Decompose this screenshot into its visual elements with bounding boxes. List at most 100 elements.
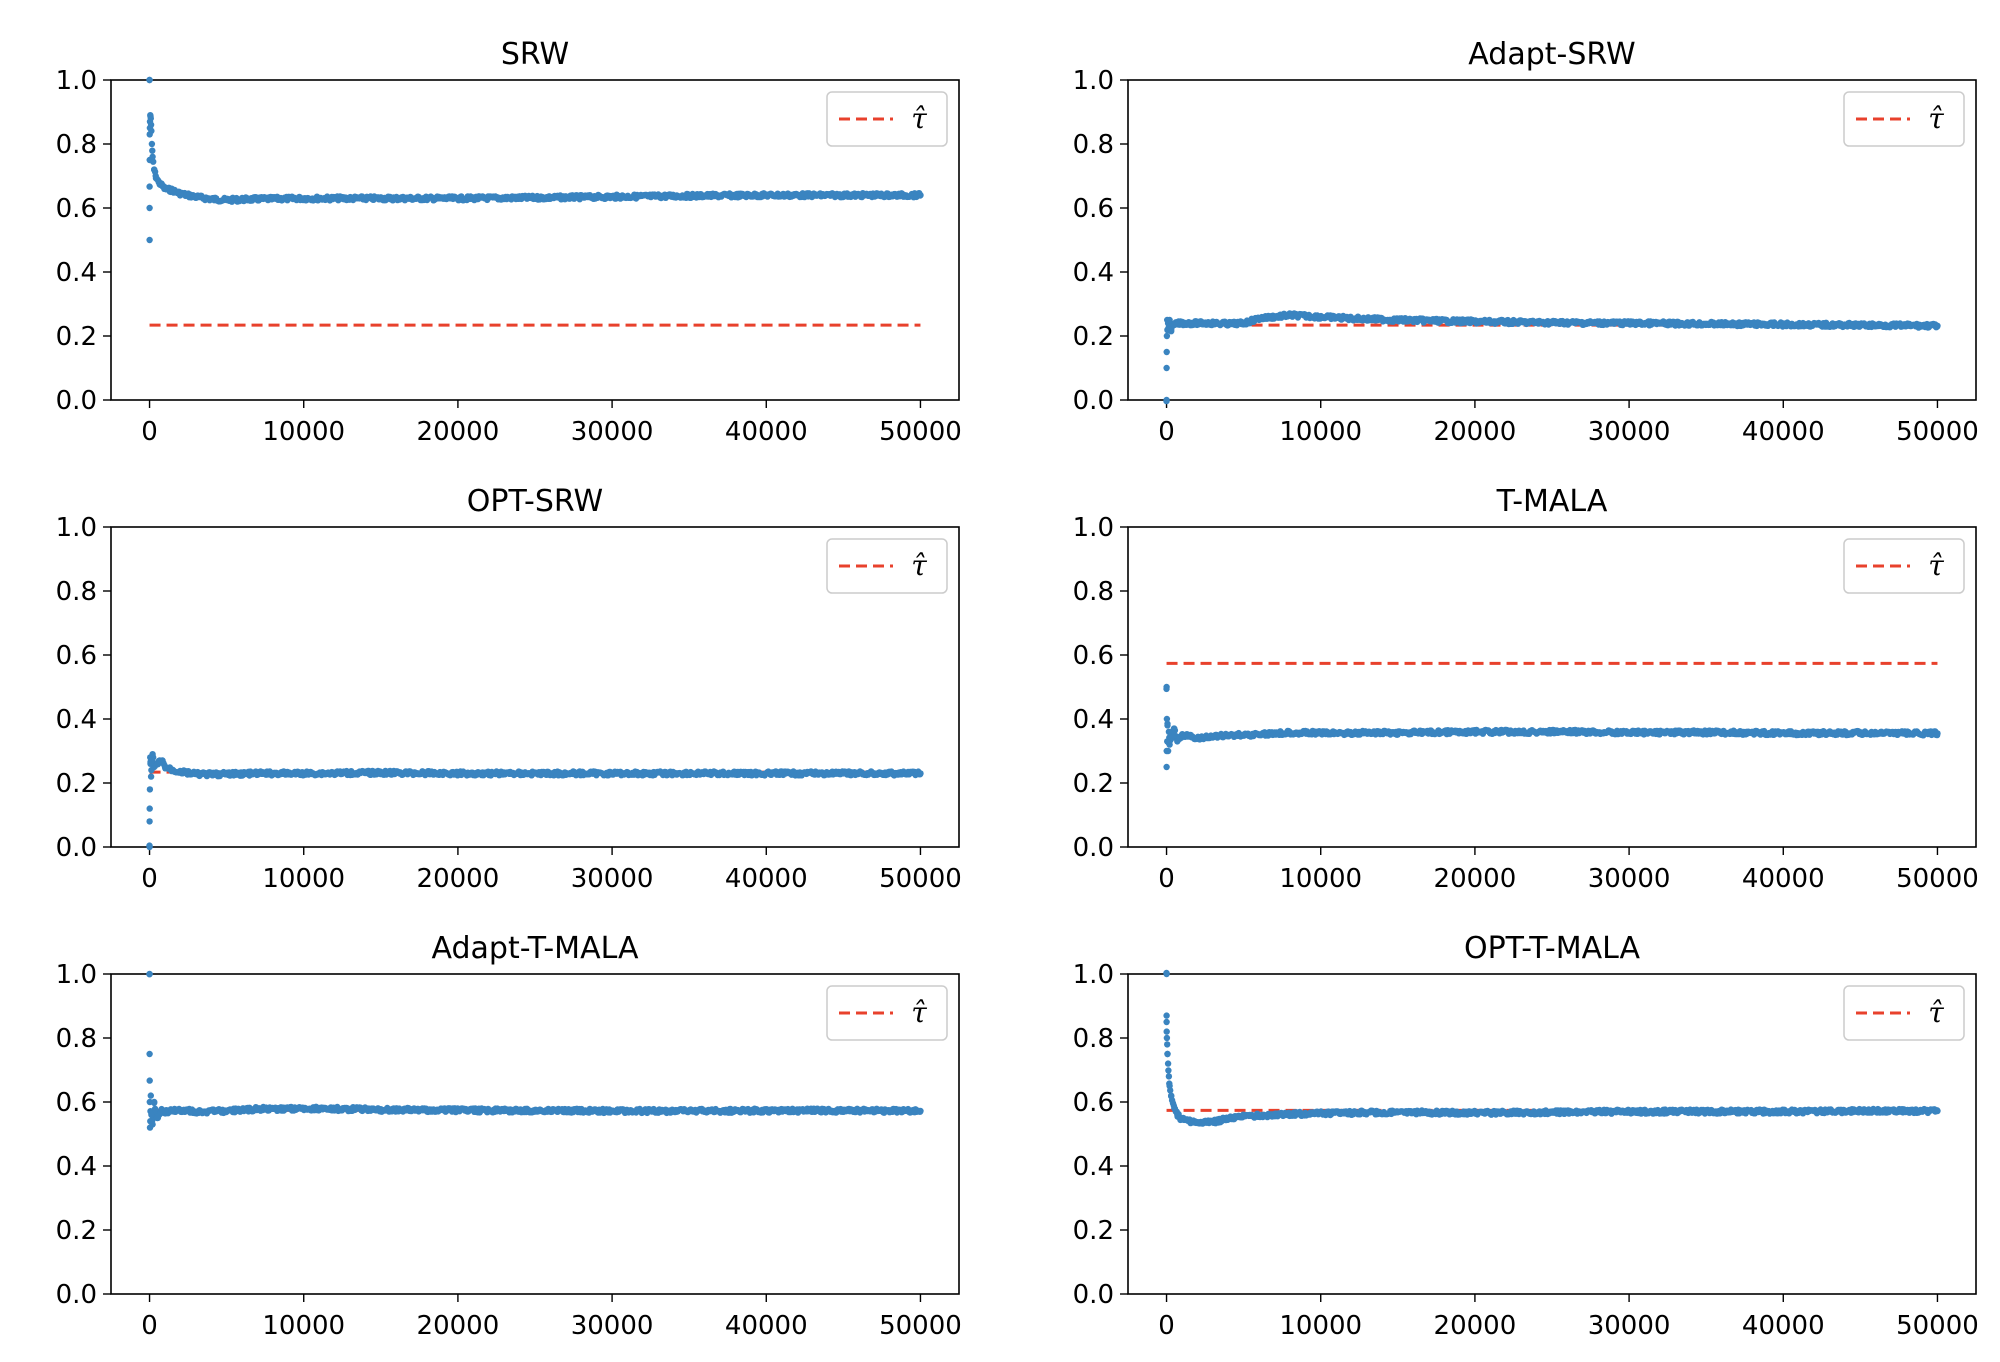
- data-point: [1194, 320, 1201, 327]
- data-point: [1240, 731, 1247, 739]
- data-point: [177, 1106, 184, 1114]
- y-tick-label: 0.2: [1073, 322, 1114, 352]
- data-series: [1163, 969, 1941, 1127]
- data-series: [146, 970, 924, 1131]
- data-series: [146, 751, 924, 851]
- data-point: [223, 770, 230, 778]
- data-point: [146, 805, 153, 812]
- data-point: [1166, 316, 1173, 324]
- y-tick-label: 0.0: [1073, 386, 1114, 416]
- data-point: [454, 770, 462, 777]
- data-point: [192, 193, 199, 200]
- data-point: [763, 770, 770, 777]
- data-point: [1394, 316, 1402, 324]
- data-point: [1186, 733, 1193, 740]
- data-point: [1548, 728, 1556, 735]
- data-point: [146, 786, 154, 793]
- data-point: [161, 763, 169, 771]
- x-tick-label: 50000: [879, 417, 962, 447]
- data-point: [377, 1106, 384, 1113]
- data-point: [1548, 319, 1556, 326]
- y-tick-label: 0.0: [1073, 1280, 1114, 1310]
- data-point: [377, 769, 384, 776]
- x-tick-label: 10000: [262, 417, 345, 447]
- y-tick-label: 0.8: [1073, 130, 1114, 160]
- data-point: [1703, 320, 1710, 327]
- data-series: [1163, 683, 1941, 771]
- data-point: [840, 1107, 847, 1114]
- data-point: [1194, 735, 1201, 742]
- y-tick-label: 0.4: [1073, 258, 1114, 288]
- data-point: [1225, 731, 1232, 739]
- data-point: [1164, 747, 1172, 755]
- panel-title: SRW: [501, 37, 569, 72]
- y-tick-label: 0.8: [1073, 577, 1114, 607]
- data-point: [146, 843, 153, 851]
- x-tick-label: 20000: [1434, 1311, 1517, 1341]
- data-point: [1163, 683, 1170, 691]
- x-tick-label: 10000: [262, 864, 345, 894]
- data-point: [1255, 731, 1263, 738]
- data-point: [146, 1077, 153, 1084]
- data-point: [1255, 315, 1263, 322]
- data-point: [1317, 729, 1324, 737]
- data-series: [1163, 310, 1941, 405]
- y-tick-label: 0.6: [1073, 1088, 1114, 1118]
- x-tick-label: 10000: [1279, 864, 1362, 894]
- data-point: [1780, 321, 1787, 328]
- legend-box: [826, 538, 948, 594]
- data-point: [148, 757, 156, 764]
- data-point: [147, 115, 154, 122]
- data-point: [1625, 320, 1633, 327]
- x-tick-label: 50000: [1896, 1311, 1979, 1341]
- data-point: [1178, 320, 1186, 327]
- data-point: [169, 187, 176, 194]
- x-tick-label: 40000: [725, 1311, 808, 1341]
- y-tick-label: 1.0: [56, 513, 97, 543]
- data-point: [158, 757, 166, 764]
- y-tick-label: 0.8: [56, 577, 97, 607]
- data-point: [1394, 729, 1402, 736]
- data-point: [454, 1107, 462, 1114]
- data-point: [917, 192, 924, 199]
- y-tick-label: 0.6: [56, 194, 97, 224]
- x-tick-label: 30000: [571, 1311, 654, 1341]
- y-tick-label: 0.0: [1073, 833, 1114, 863]
- x-tick-label: 40000: [1742, 1311, 1825, 1341]
- y-tick-label: 0.0: [56, 833, 97, 863]
- x-tick-label: 40000: [1742, 864, 1825, 894]
- data-point: [1857, 729, 1864, 737]
- data-point: [154, 760, 161, 767]
- data-point: [1171, 725, 1178, 732]
- x-tick-label: 0: [141, 864, 158, 894]
- x-tick-label: 40000: [1742, 417, 1825, 447]
- data-point: [208, 195, 215, 203]
- axes-frame: [1127, 526, 1977, 848]
- data-series: [146, 76, 924, 244]
- x-tick-label: 20000: [1434, 417, 1517, 447]
- data-point: [161, 185, 169, 192]
- data-point: [531, 194, 539, 201]
- data-point: [1163, 348, 1170, 356]
- data-point: [1174, 738, 1181, 745]
- data-point: [148, 1111, 155, 1119]
- data-point: [254, 195, 261, 203]
- y-tick-label: 0.4: [1073, 705, 1114, 735]
- data-point: [1934, 322, 1941, 329]
- data-point: [1165, 728, 1173, 735]
- data-point: [149, 1121, 156, 1128]
- data-point: [1168, 326, 1175, 333]
- trace-point: [1165, 1067, 1172, 1074]
- data-point: [1934, 730, 1941, 737]
- data-point: [300, 1105, 307, 1112]
- data-point: [1209, 320, 1217, 327]
- data-point: [208, 771, 215, 778]
- panel-title: T-MALA: [1496, 484, 1608, 519]
- panel-title: OPT-SRW: [467, 484, 603, 519]
- data-point: [177, 190, 184, 197]
- data-point: [1163, 396, 1170, 404]
